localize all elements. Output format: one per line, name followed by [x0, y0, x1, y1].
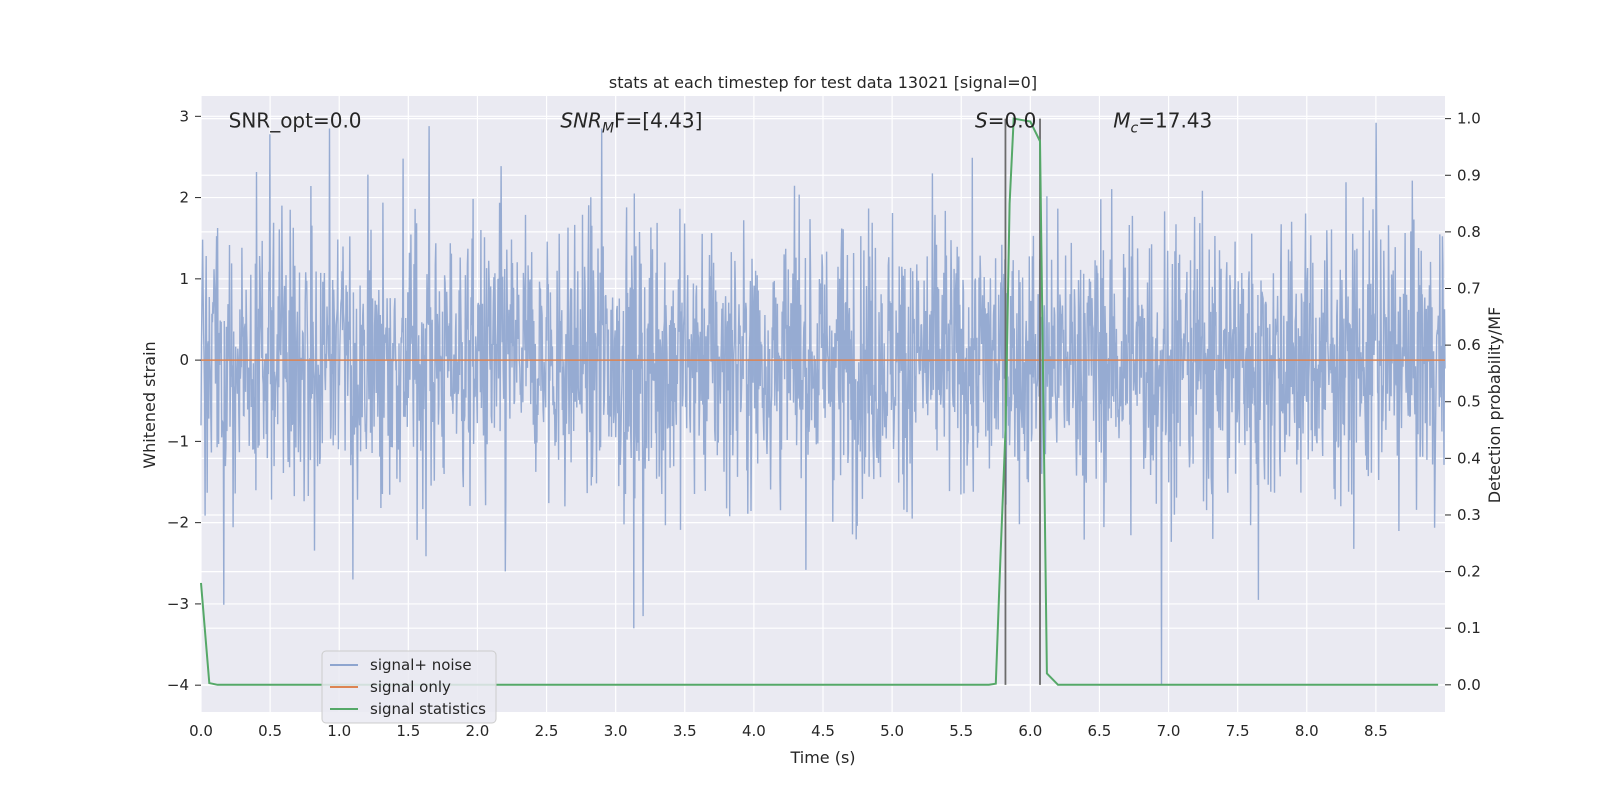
x-tick-label: 7.5: [1226, 722, 1250, 740]
y-ticks-left: 3 2 1 0 −1 −2 −3 −4: [167, 107, 201, 694]
x-tick-label: 6.5: [1088, 722, 1112, 740]
x-tick-label: 0.0: [189, 722, 213, 740]
y-tick-label-right: 0.0: [1457, 676, 1481, 694]
y-tick-label-left: −4: [167, 676, 189, 694]
y-tick-label-right: 0.7: [1457, 280, 1481, 298]
y-axis-label-left: Whitened strain: [140, 341, 159, 468]
chart-title: stats at each timestep for test data 130…: [609, 73, 1037, 92]
y-tick-label-right: 0.6: [1457, 336, 1481, 354]
legend-label: signal statistics: [370, 700, 486, 718]
y-tick-label-left: 2: [179, 189, 189, 207]
x-tick-label: 3.0: [604, 722, 628, 740]
x-tick-label: 2.5: [535, 722, 559, 740]
y-tick-label-right: 1.0: [1457, 110, 1481, 128]
signal-noise-line: [200, 122, 1446, 686]
x-tick-label: 2.0: [466, 722, 490, 740]
x-tick-label: 0.5: [258, 722, 282, 740]
annotation-text: S=0.0: [975, 108, 1036, 132]
annotations: SNR_opt=0.0 SNRMF=[4.43] S=0.0 Mc=17.43: [229, 108, 1213, 136]
y-axis-label-right: Detection probability/MF: [1485, 307, 1504, 504]
x-tick-label: 4.0: [742, 722, 766, 740]
x-axis-label: Time (s): [789, 748, 855, 767]
x-tick-label: 1.0: [327, 722, 351, 740]
annotation-text: Mc=17.43: [1113, 108, 1212, 136]
x-ticks: 0.0 0.5 1.0 1.5 2.0 2.5 3.0 3.5 4.0 4.5 5.0 5.5 6.0 6…: [189, 722, 1388, 740]
legend-label: signal only: [370, 678, 451, 696]
y-tick-label-right: 0.3: [1457, 506, 1481, 524]
legend-box: [321, 650, 497, 724]
x-tick-label: 4.5: [811, 722, 835, 740]
y-tick-label-left: −2: [167, 514, 189, 532]
annotation-text: SNRMF=[4.43]: [560, 108, 702, 136]
x-tick-label: 5.5: [949, 722, 973, 740]
x-tick-label: 6.0: [1018, 722, 1042, 740]
y-tick-label-right: 0.9: [1457, 166, 1481, 184]
x-tick-label: 8.5: [1364, 722, 1388, 740]
y-tick-label-right: 0.5: [1457, 393, 1481, 411]
y-tick-label-left: 1: [179, 270, 189, 288]
y-ticks-right: 1.0 0.9 0.8 0.7 0.6 0.5 0.4 0.3 0.2 0.1 0.0: [1445, 110, 1481, 694]
y-tick-label-left: 3: [179, 107, 189, 125]
y-tick-label-right: 0.1: [1457, 619, 1481, 637]
legend: signal+ noise signal only signal statistic…: [321, 650, 497, 724]
x-tick-label: 8.0: [1295, 722, 1319, 740]
legend-label: signal+ noise: [370, 656, 472, 674]
y-tick-label-right: 0.4: [1457, 449, 1481, 467]
x-tick-label: 5.0: [880, 722, 904, 740]
y-tick-label-left: −3: [167, 595, 189, 613]
x-tick-label: 7.0: [1157, 722, 1181, 740]
y-tick-label-right: 0.8: [1457, 223, 1481, 241]
y-tick-label-right: 0.2: [1457, 563, 1481, 581]
x-tick-label: 1.5: [396, 722, 420, 740]
x-tick-label: 3.5: [673, 722, 697, 740]
annotation-text: SNR_opt=0.0: [229, 108, 362, 132]
series-signal-noise: [200, 122, 1446, 686]
y-tick-label-left: −1: [167, 432, 189, 450]
y-tick-label-left: 0: [179, 351, 189, 369]
